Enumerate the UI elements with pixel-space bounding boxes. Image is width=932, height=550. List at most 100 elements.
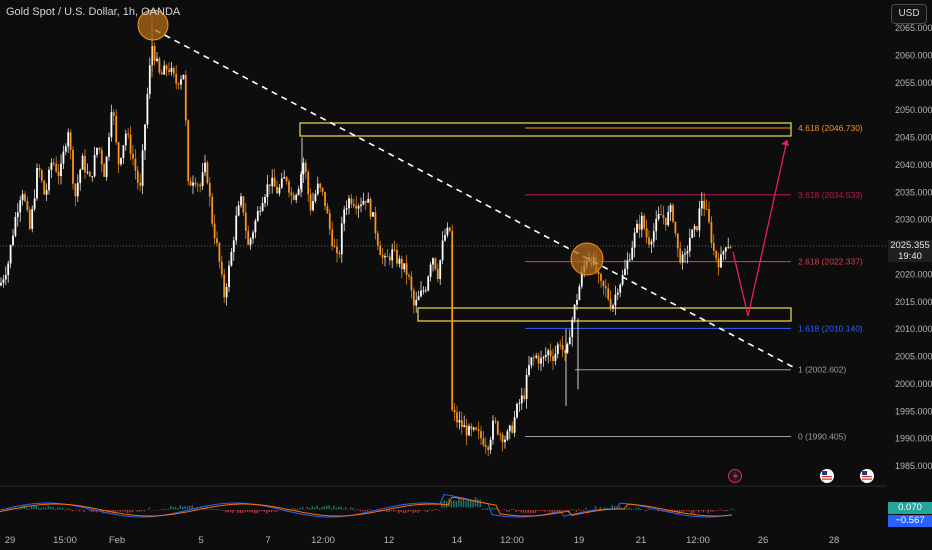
candle-body	[537, 355, 540, 364]
macd-histogram-bar	[599, 507, 601, 510]
candle-body	[153, 45, 156, 61]
candle-body	[242, 196, 245, 213]
candle-body	[328, 213, 331, 230]
macd-histogram-bar	[9, 507, 11, 510]
candle-body	[710, 221, 713, 243]
candle-body	[12, 235, 14, 246]
macd-histogram-bar	[554, 510, 556, 513]
candle-body	[729, 246, 732, 249]
macd-histogram-bar	[604, 507, 606, 510]
lightning-glyph	[733, 471, 738, 481]
candle-body	[412, 290, 415, 306]
candle-body	[482, 438, 485, 446]
macd-histogram-bar	[544, 510, 546, 512]
candle-body	[177, 83, 180, 85]
candle-body	[367, 198, 370, 203]
time-tick-label: 19	[574, 535, 585, 546]
macd-histogram-bar	[666, 510, 669, 512]
price-axis: 2065.000 2060.000 2055.000 2050.000 2045.000…	[895, 23, 932, 471]
macd-histogram-bar	[719, 508, 721, 510]
candle-body	[321, 187, 324, 192]
macd-histogram-bar	[458, 497, 460, 507]
macd-histogram-bar	[460, 499, 462, 508]
macd-histogram-bar	[472, 500, 474, 508]
candle-body	[211, 196, 214, 224]
macd-histogram-bar	[582, 510, 585, 511]
candle-body	[331, 229, 334, 246]
candle-body	[700, 200, 703, 209]
candle-body	[256, 210, 259, 221]
candle-body	[696, 226, 698, 231]
macd-histogram-bar	[388, 510, 390, 513]
macd-histogram-bar	[141, 510, 143, 512]
candle-body	[386, 256, 389, 257]
macd-histogram-bar	[563, 510, 565, 511]
macd-histogram-bar	[186, 506, 189, 510]
candle-body	[679, 248, 682, 263]
candle-body	[489, 439, 492, 450]
candle-body	[631, 247, 634, 260]
candle-body	[240, 196, 242, 206]
macd-histogram-bar	[119, 510, 121, 512]
macd-histogram-bar	[227, 510, 229, 513]
macd-histogram-bar	[724, 510, 726, 512]
candle-body	[638, 223, 641, 230]
macd-histogram-bar	[530, 510, 532, 514]
macd-histogram-bar	[345, 507, 347, 510]
candle-body	[410, 276, 413, 291]
macd-histogram-bar	[203, 508, 205, 510]
macd-histogram-bar	[705, 510, 707, 511]
candle-body	[194, 182, 197, 185]
macd-histogram-bar	[321, 507, 323, 510]
macd-histogram-bar	[592, 509, 594, 511]
macd-histogram-bar	[532, 510, 534, 514]
candle-body	[727, 246, 730, 248]
candle-body	[684, 253, 686, 255]
macd-histogram-bar	[45, 508, 47, 510]
candle-body	[216, 238, 218, 244]
candle-body	[624, 268, 626, 275]
candle-body	[720, 254, 722, 268]
macd-histogram-bar	[167, 508, 169, 510]
macd-histogram-bar	[587, 510, 589, 511]
candle-body	[62, 151, 65, 164]
candle-body	[112, 112, 115, 116]
macd-histogram-bar	[114, 510, 117, 514]
macd-histogram-bar	[671, 510, 673, 514]
macd-histogram-bar	[83, 510, 85, 513]
macd-histogram-bar	[342, 509, 345, 511]
macd-histogram-bar	[318, 508, 321, 510]
macd-histogram-bar	[244, 510, 246, 512]
time-tick-label: 15:00	[53, 535, 77, 546]
candle-body	[427, 276, 430, 291]
candle-body	[708, 209, 710, 222]
macd-histogram-bar	[309, 508, 311, 510]
candle-body	[369, 198, 372, 217]
candle-body	[520, 395, 523, 404]
macd-histogram-bar	[549, 510, 551, 512]
candle-body	[146, 94, 149, 125]
price-tick-label: 2045.000	[895, 133, 932, 143]
macd-histogram-bar	[405, 510, 407, 514]
candle-body	[67, 132, 70, 147]
candle-body	[148, 65, 151, 95]
macd-histogram-bar	[462, 499, 465, 508]
macd-histogram-bar	[194, 508, 196, 510]
candle-body	[441, 240, 444, 261]
macd-histogram-bar	[494, 508, 496, 510]
fib-level-label: 4.618 (2046.730)	[798, 123, 863, 133]
candle-body	[480, 431, 482, 439]
candle-body	[384, 256, 386, 258]
macd-histogram-bar	[693, 510, 695, 514]
currency-button[interactable]: USD	[891, 4, 927, 24]
macd-histogram-bar	[302, 507, 304, 510]
macd-histogram-bar	[333, 505, 335, 510]
macd-histogram-bar	[261, 510, 263, 512]
candle-body	[45, 190, 48, 195]
price-tick-label: 2050.000	[895, 105, 932, 115]
candle-body	[273, 177, 276, 187]
candle-body	[415, 299, 418, 306]
candle-body	[662, 214, 665, 218]
candle-body	[259, 210, 262, 212]
